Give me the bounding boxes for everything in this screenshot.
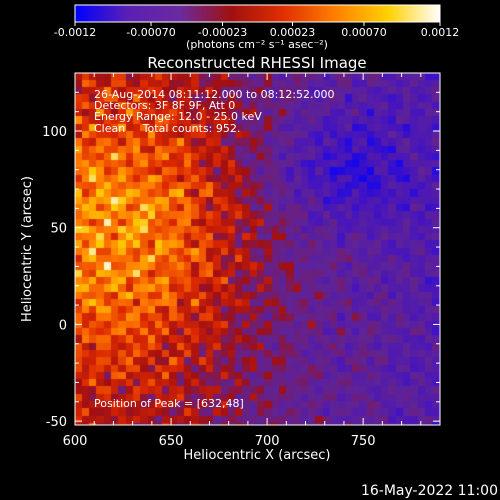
heatmap-area [75,73,440,425]
annotation-energy-range: Energy Range: 12.0 - 25.0 keV [94,110,262,123]
y-tick-label: -50 [46,415,67,430]
colorbar: -0.0012 -0.00070 -0.00023 0.00023 0.00070 0.0… [54,4,459,51]
x-tick-label: 700 [255,434,280,449]
colorbar-tick-label: -0.00023 [198,26,247,39]
y-tick-label: 0 [59,318,67,333]
chart-title: Reconstructed RHESSI Image [147,54,366,72]
colorbar-tick-label: 0.00023 [270,26,316,39]
colorbar-unit-label: (photons cm⁻² s⁻¹ asec⁻²) [186,38,328,51]
x-tick-label: 650 [159,434,184,449]
colorbar-tick-label: 0.0012 [421,26,460,39]
plot-frame [74,72,441,426]
colorbar-tick-label: 0.00070 [341,26,387,39]
colorbar-strip [74,4,441,23]
heatmap-canvas [75,73,440,425]
colorbar-tick-label: -0.0012 [54,26,96,39]
footer-timestamp: 16-May-2022 11:00 [361,483,498,499]
colorbar-tick-label: -0.00070 [126,26,175,39]
x-tick-label: 600 [63,434,88,449]
y-axis: -50 0 50 100 [42,91,440,430]
annotation-time-range: 26-Aug-2014 08:11:12.000 to 08:12:52.000 [94,88,335,101]
annotation-peak-position: Position of Peak = [632,48] [94,397,244,410]
annotations: 26-Aug-2014 08:11:12.000 to 08:12:52.000… [94,88,335,410]
x-axis: 600 650 700 750 [63,73,422,449]
annotation-clean-counts: Clean Total counts: 952. [94,122,240,135]
annotation-detectors: Detectors: 3F 8F 9F, Att 0 [94,99,235,112]
y-axis-label: Heliocentric Y (arcsec) [20,176,35,322]
y-tick-label: 50 [50,222,67,237]
x-axis-label: Heliocentric X (arcsec) [184,448,331,463]
colorbar-ticks: -0.0012 -0.00070 -0.00023 0.00023 0.00070 0.0… [54,22,459,39]
y-tick-label: 100 [42,125,67,140]
x-tick-label: 750 [351,434,376,449]
